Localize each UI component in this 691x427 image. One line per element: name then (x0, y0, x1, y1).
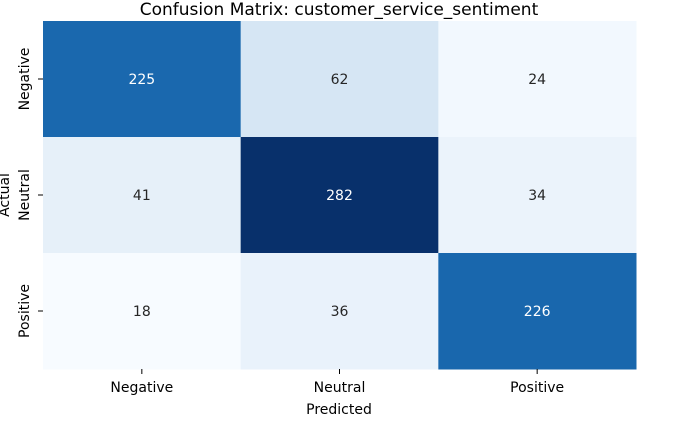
x-axis-label: Predicted (306, 402, 372, 418)
cell-value-label: 34 (528, 188, 546, 204)
cell-value-label: 24 (528, 72, 546, 88)
x-tick-label: Negative (110, 380, 173, 396)
y-axis-ticks: Negative Neutral Positive (17, 48, 43, 338)
heatmap-cell (438, 21, 637, 138)
cell-value-label: 62 (331, 72, 349, 88)
y-tick-label: Negative (17, 48, 33, 111)
heatmap-cell (43, 137, 242, 254)
heatmap-cell (240, 21, 439, 138)
cell-value-label: 41 (133, 188, 151, 204)
y-axis-label: Actual (0, 173, 13, 217)
y-tick-label: Positive (17, 284, 33, 338)
cell-value-labels: 225 62 24 41 282 34 18 36 226 (128, 72, 550, 320)
heatmap-cell (240, 137, 439, 254)
cell-value-label: 36 (331, 304, 349, 320)
x-tick-label: Neutral (314, 380, 366, 396)
cell-value-label: 282 (326, 188, 353, 204)
heatmap-cell (438, 253, 637, 370)
x-axis-ticks: Negative Neutral Positive (110, 369, 564, 396)
heatmap-cell (43, 21, 242, 138)
y-tick-label: Neutral (17, 169, 33, 221)
cell-value-label: 225 (128, 72, 155, 88)
chart-title: Confusion Matrix: customer_service_senti… (140, 0, 539, 20)
heatmap-cell (438, 137, 637, 254)
heatmap-cell (43, 253, 242, 370)
cell-value-label: 18 (133, 304, 151, 320)
cell-value-label: 226 (524, 304, 551, 320)
x-tick-label: Positive (510, 380, 564, 396)
heatmap-cells (43, 21, 637, 370)
heatmap-cell (240, 253, 439, 370)
